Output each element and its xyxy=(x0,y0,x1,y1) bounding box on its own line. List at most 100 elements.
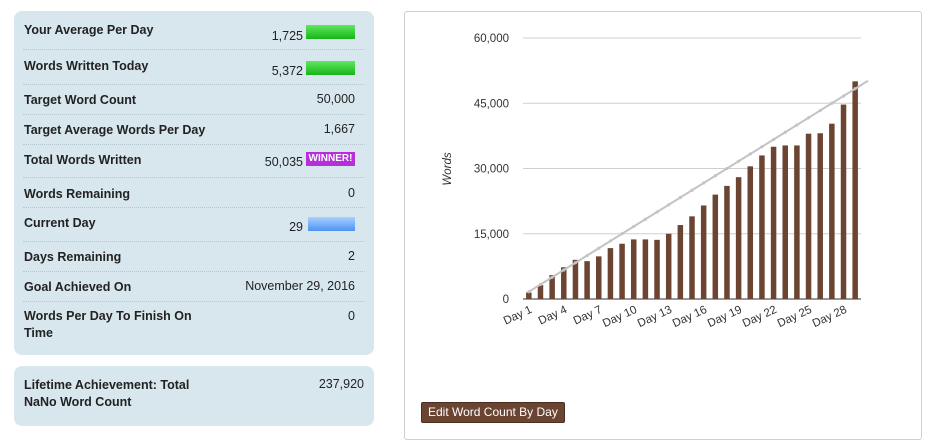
target-point xyxy=(667,203,671,207)
chart-bar xyxy=(607,248,614,299)
chart-bar xyxy=(829,123,835,299)
stats-panel: Your Average Per Day 1,725 Words Written… xyxy=(14,11,374,355)
y-tick-label: 15,000 xyxy=(474,229,509,241)
chart-bar xyxy=(537,285,544,299)
stat-value: 29 xyxy=(289,220,303,234)
target-point xyxy=(655,210,659,214)
x-tick-label: Day 1 xyxy=(502,304,534,328)
target-point xyxy=(713,174,717,178)
target-line xyxy=(528,79,869,293)
average-progress-bar xyxy=(306,25,355,39)
lifetime-panel: Lifetime Achievement: Total NaNo Word Co… xyxy=(14,366,374,426)
target-point xyxy=(748,152,752,156)
target-point xyxy=(841,94,846,98)
stat-label: Target Average Words Per Day xyxy=(24,123,206,137)
stat-label: Target Word Count xyxy=(24,93,137,107)
target-point xyxy=(597,246,601,250)
stat-value: 50,000 xyxy=(316,92,355,106)
target-point xyxy=(771,137,776,142)
target-point xyxy=(527,290,531,294)
chart-bar xyxy=(852,81,858,299)
stat-row-days-remaining: Days Remaining 2 xyxy=(23,242,365,272)
x-tick-label: Day 19 xyxy=(706,304,744,330)
stat-value: November 29, 2016 xyxy=(245,279,355,293)
target-point xyxy=(620,232,624,236)
chart-bar xyxy=(654,239,660,299)
chart-bar xyxy=(677,225,684,299)
current-day-progress-bar xyxy=(308,217,355,231)
x-tick-label: Day 4 xyxy=(537,304,570,328)
x-tick-label: Day 16 xyxy=(671,304,709,330)
target-point xyxy=(725,166,729,171)
stat-value: 50,035 xyxy=(264,155,303,169)
chart-bar xyxy=(665,233,672,299)
x-tick-label: Day 7 xyxy=(572,304,604,328)
stat-label: Current Day xyxy=(24,216,96,230)
stat-label: Words Remaining xyxy=(24,187,131,201)
target-point xyxy=(550,275,554,279)
chart-bar xyxy=(840,104,847,300)
stat-label: Goal Achieved On xyxy=(24,280,132,294)
stat-label: Words Per Day To Finish On Time xyxy=(24,309,192,340)
lifetime-label: Lifetime Achievement: Total NaNo Word Co… xyxy=(24,378,190,409)
target-point xyxy=(585,253,589,258)
target-point xyxy=(608,239,613,243)
chart-bar xyxy=(759,155,765,299)
y-tick-label: 60,000 xyxy=(474,33,509,45)
chart-bar xyxy=(782,145,788,299)
target-point xyxy=(853,87,857,91)
y-tick-label: 0 xyxy=(503,294,509,306)
stat-row-written-today: Words Written Today 5,372 xyxy=(23,50,365,85)
stat-row-total-written: Total Words Written 50,035 WINNER! xyxy=(23,145,365,178)
chart-bar xyxy=(630,239,637,299)
chart-panel: 0 15,000 30,000 45,000 60,000 Words Day 1 Day 4… xyxy=(404,11,922,440)
chart-bar xyxy=(724,185,730,299)
x-tick-label: Day 10 xyxy=(601,304,639,330)
target-point xyxy=(538,282,543,287)
stat-row-average-per-day: Your Average Per Day 1,725 xyxy=(23,15,365,50)
lifetime-value: 237,920 xyxy=(318,377,364,391)
winner-badge: WINNER! xyxy=(306,152,355,166)
chart-bar xyxy=(712,194,719,299)
y-tick-label: 30,000 xyxy=(474,164,509,176)
x-tick-label: Day 22 xyxy=(741,304,779,330)
today-progress-bar xyxy=(306,61,355,75)
target-point xyxy=(562,268,566,272)
chart-bar xyxy=(735,177,742,299)
chart-bar xyxy=(549,275,555,299)
stat-label: Days Remaining xyxy=(24,250,122,264)
target-point xyxy=(783,130,787,134)
stat-value: 2 xyxy=(348,249,355,263)
target-point xyxy=(830,101,834,105)
target-point xyxy=(678,195,682,200)
stat-row-target-word-count: Target Word Count 50,000 xyxy=(23,85,365,115)
chart-bar xyxy=(689,216,695,299)
x-tick-label: Day 28 xyxy=(811,304,849,330)
target-point xyxy=(702,181,706,185)
chart-bar xyxy=(526,292,532,299)
target-point xyxy=(806,116,811,120)
chart-bar xyxy=(817,133,823,299)
chart-bar xyxy=(642,239,649,299)
stat-label: Words Written Today xyxy=(24,59,149,73)
chart-bar xyxy=(596,256,602,299)
stat-row-target-average: Target Average Words Per Day 1,667 xyxy=(23,115,365,145)
chart-bar xyxy=(584,261,590,299)
stat-row-current-day: Current Day 29 xyxy=(23,208,365,242)
stat-row-words-remaining: Words Remaining 0 xyxy=(23,178,365,208)
stat-row-per-day-to-finish: Words Per Day To Finish On Time 0 xyxy=(23,302,365,352)
x-tick-label: Day 13 xyxy=(636,304,674,330)
stat-label: Total Words Written xyxy=(24,153,142,167)
stat-value: 0 xyxy=(348,186,355,200)
chart-bar xyxy=(700,205,707,299)
stat-value: 1,667 xyxy=(323,122,355,136)
stat-row-goal-achieved: Goal Achieved On November 29, 2016 xyxy=(23,272,365,302)
chart-bar xyxy=(805,133,812,299)
target-point xyxy=(643,217,647,221)
edit-word-count-button[interactable]: Edit Word Count By Day xyxy=(421,402,565,423)
target-point xyxy=(760,145,764,149)
y-tick-label: 45,000 xyxy=(474,98,509,110)
target-point xyxy=(818,108,822,113)
chart-bar xyxy=(572,259,579,299)
y-axis-label: Words xyxy=(442,152,454,185)
